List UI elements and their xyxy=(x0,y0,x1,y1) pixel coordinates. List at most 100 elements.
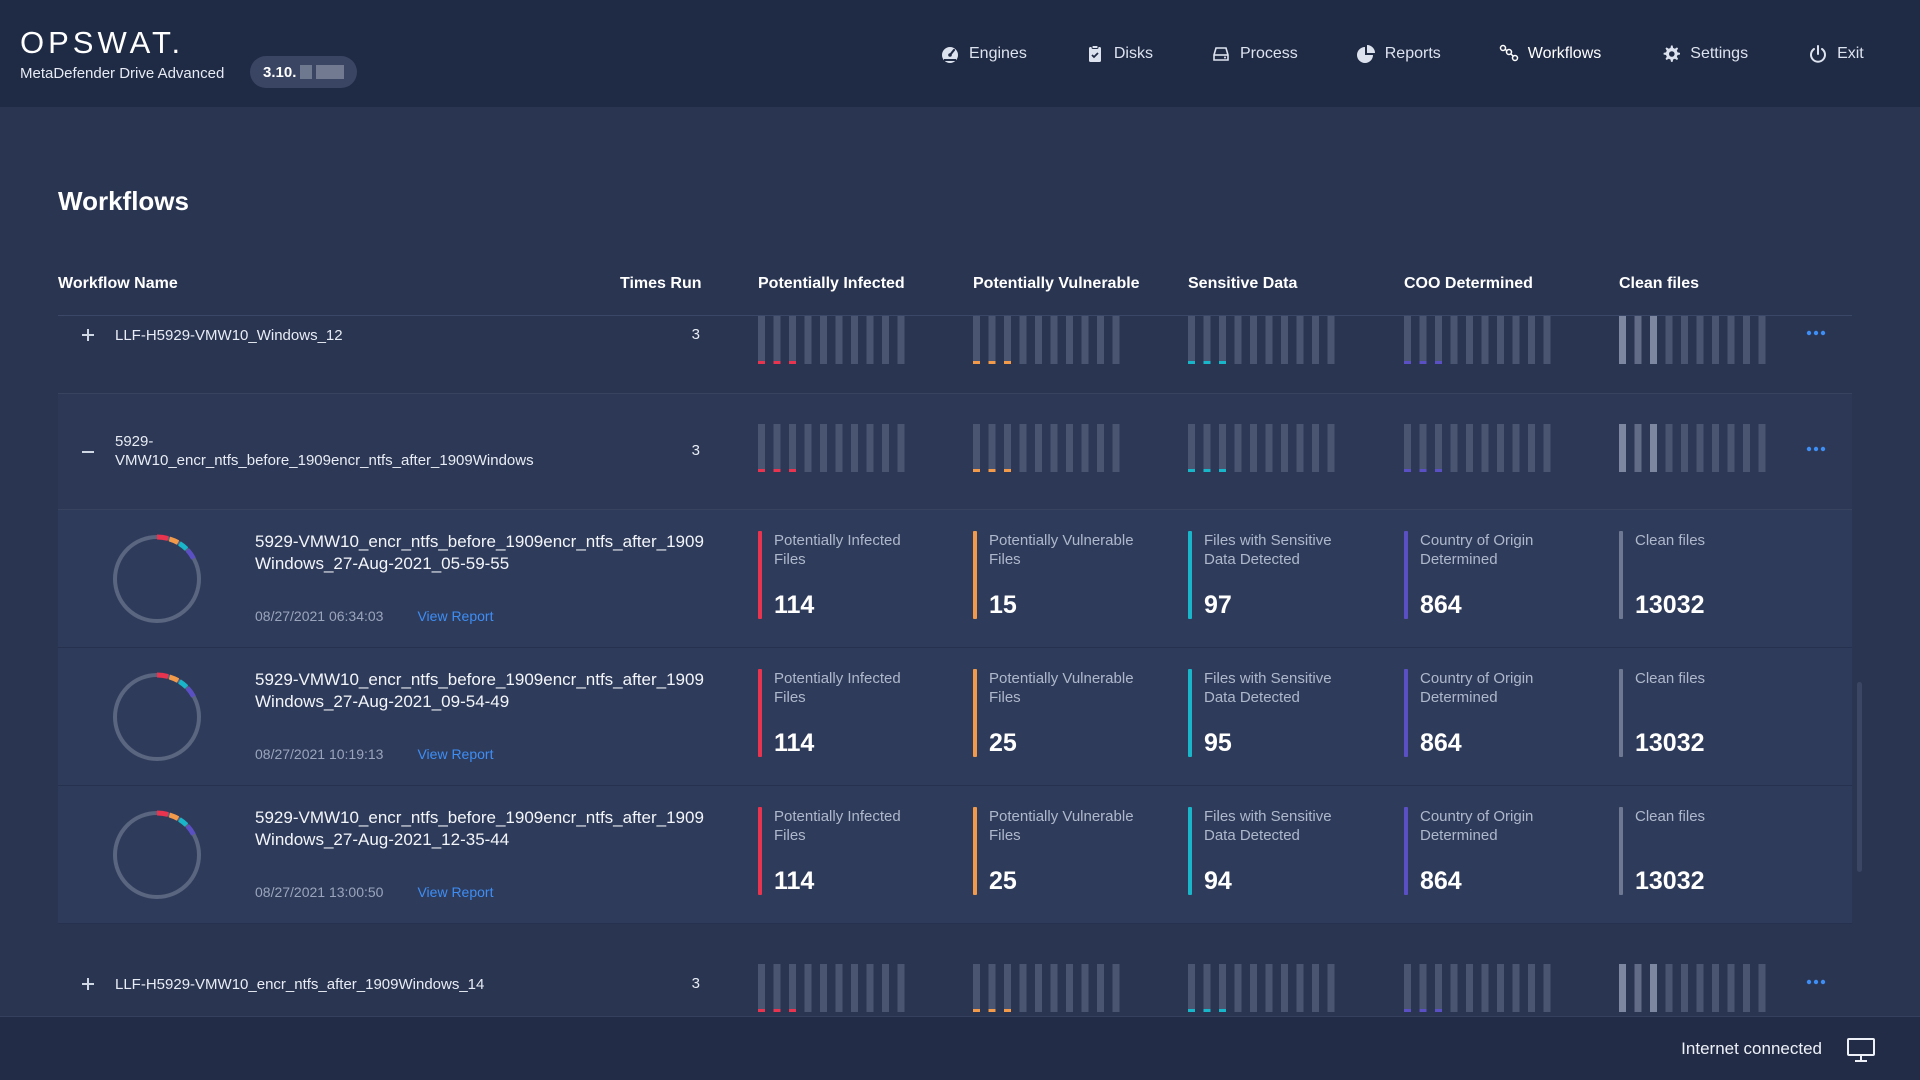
expand-toggle[interactable] xyxy=(80,327,96,343)
times-run: 3 xyxy=(691,975,700,992)
stat-value: 864 xyxy=(1420,867,1462,895)
stat-accent xyxy=(1619,669,1623,757)
view-report-link[interactable]: View Report xyxy=(417,746,494,762)
stat-value: 864 xyxy=(1420,729,1462,757)
stat-sensitive: Files with Sensitive Data Detected 94 xyxy=(1188,807,1364,895)
stat-value: 25 xyxy=(989,729,1017,757)
workflow-name-line: 5929- xyxy=(115,433,154,450)
nav-workflows[interactable]: Workflows xyxy=(1499,42,1602,66)
stat-infected: Potentially Infected Files 114 xyxy=(758,669,934,757)
clean-bars xyxy=(1619,424,1767,472)
col-potentially-infected[interactable]: Potentially Infected xyxy=(758,275,905,292)
col-coo-determined[interactable]: COO Determined xyxy=(1404,275,1533,292)
vulnerable-bars xyxy=(973,424,1121,472)
stat-clean: Clean files 13032 xyxy=(1619,669,1795,757)
stat-accent xyxy=(1619,531,1623,619)
expand-toggle[interactable] xyxy=(80,976,96,992)
table-header: Workflow Name Times Run Potentially Infe… xyxy=(58,262,1852,316)
mini-bar-chart xyxy=(1619,316,1766,364)
version-redacted xyxy=(316,65,344,79)
mini-bar-chart xyxy=(973,316,1120,364)
mini-bar-chart xyxy=(1404,316,1551,364)
status-bar: Internet connected xyxy=(0,1016,1920,1080)
nav-label: Reports xyxy=(1384,45,1441,62)
mini-bar-chart xyxy=(758,424,905,472)
stat-infected: Potentially Infected Files 114 xyxy=(758,531,934,619)
stat-accent xyxy=(1404,531,1408,619)
stat-label: Country of Origin Determined xyxy=(1420,808,1534,844)
nav-settings[interactable]: Settings xyxy=(1661,42,1748,66)
stat-label: Files with Sensitive Data Detected xyxy=(1204,532,1332,568)
col-sensitive-data[interactable]: Sensitive Data xyxy=(1188,275,1298,292)
nav-label: Workflows xyxy=(1527,45,1602,62)
scrollbar[interactable] xyxy=(1857,682,1862,872)
col-times-run[interactable]: Times Run xyxy=(620,275,702,292)
col-workflow-name[interactable]: Workflow Name xyxy=(58,275,178,292)
clean-bars xyxy=(1619,964,1767,1012)
run-title: 5929-VMW10_encr_ntfs_before_1909encr_ntf… xyxy=(255,532,704,573)
stat-value: 114 xyxy=(774,729,815,757)
stat-label: Potentially Infected Files xyxy=(774,808,901,844)
run-progress-donut-icon xyxy=(113,672,201,761)
run-date: 08/27/2021 10:19:13 xyxy=(255,746,384,762)
stat-value: 13032 xyxy=(1635,729,1705,757)
stat-label: Clean files xyxy=(1635,532,1706,549)
col-potentially-vulnerable[interactable]: Potentially Vulnerable xyxy=(973,275,1140,292)
stat-vulnerable: Potentially Vulnerable Files 25 xyxy=(973,807,1149,895)
plus-icon xyxy=(82,329,94,341)
gear-icon xyxy=(1663,45,1681,62)
workflow-name: LLF-H5929-VMW10_Windows_12 xyxy=(115,327,343,344)
brand: OPSWAT. MetaDefender Drive Advanced xyxy=(20,26,225,83)
stat-value: 97 xyxy=(1204,591,1232,619)
stat-label: Potentially Vulnerable Files xyxy=(989,532,1134,568)
run-title: 5929-VMW10_encr_ntfs_before_1909encr_ntf… xyxy=(255,670,704,711)
more-options-icon[interactable] xyxy=(1806,978,1826,986)
nav-exit[interactable]: Exit xyxy=(1808,42,1864,66)
stat-accent xyxy=(973,807,977,895)
table-row-expanded[interactable]: 5929- VMW10_encr_ntfs_before_1909encr_nt… xyxy=(58,394,1852,510)
stat-sensitive: Files with Sensitive Data Detected 95 xyxy=(1188,669,1364,757)
stat-accent xyxy=(1619,807,1623,895)
mini-bar-chart xyxy=(1188,964,1335,1012)
workflow-icon xyxy=(1499,44,1519,62)
table-row[interactable]: LLF-H5929-VMW10_Windows_12 3 xyxy=(58,316,1852,394)
view-report-link[interactable]: View Report xyxy=(417,884,494,900)
infected-bars xyxy=(758,964,906,1012)
stat-label: Potentially Infected Files xyxy=(774,532,901,568)
nav-label: Settings xyxy=(1690,45,1749,62)
stat-label: Potentially Infected Files xyxy=(774,670,901,706)
stat-vulnerable: Potentially Vulnerable Files 15 xyxy=(973,531,1149,619)
collapse-toggle[interactable] xyxy=(80,444,96,460)
stat-value: 94 xyxy=(1204,867,1232,895)
stat-label: Potentially Vulnerable Files xyxy=(989,808,1134,844)
stat-accent xyxy=(973,531,977,619)
stat-value: 864 xyxy=(1420,591,1462,619)
page-title: Workflows xyxy=(58,186,189,216)
run-meta: 08/27/2021 13:00:50 View Report xyxy=(255,884,493,900)
stat-value: 13032 xyxy=(1635,591,1705,619)
run-row: 5929-VMW10_encr_ntfs_before_1909encr_ntf… xyxy=(58,786,1852,924)
product-name: MetaDefender Drive Advanced xyxy=(20,65,225,82)
run-date: 08/27/2021 13:00:50 xyxy=(255,884,384,900)
coo-bars xyxy=(1404,316,1552,364)
version-badge: 3.10. xyxy=(250,56,357,88)
sensitive-bars xyxy=(1188,964,1336,1012)
stat-value: 114 xyxy=(774,867,815,895)
mini-bar-chart xyxy=(758,964,905,1012)
nav-process[interactable]: Process xyxy=(1211,42,1298,66)
nav-engines[interactable]: Engines xyxy=(940,42,1027,66)
nav-reports[interactable]: Reports xyxy=(1356,42,1441,66)
stat-accent xyxy=(973,669,977,757)
more-options-icon[interactable] xyxy=(1806,445,1826,453)
table-row[interactable]: LLF-H5929-VMW10_encr_ntfs_after_1909Wind… xyxy=(58,924,1852,1016)
stat-accent xyxy=(1404,807,1408,895)
more-options-icon[interactable] xyxy=(1806,329,1826,337)
coo-bars xyxy=(1404,424,1552,472)
monitor-icon xyxy=(1847,1038,1875,1062)
stat-label: Potentially Vulnerable Files xyxy=(989,670,1134,706)
nav-disks[interactable]: Disks xyxy=(1085,42,1153,66)
col-clean-files[interactable]: Clean files xyxy=(1619,275,1700,292)
infected-bars xyxy=(758,424,906,472)
view-report-link[interactable]: View Report xyxy=(417,608,494,624)
stat-label: Country of Origin Determined xyxy=(1420,670,1534,706)
